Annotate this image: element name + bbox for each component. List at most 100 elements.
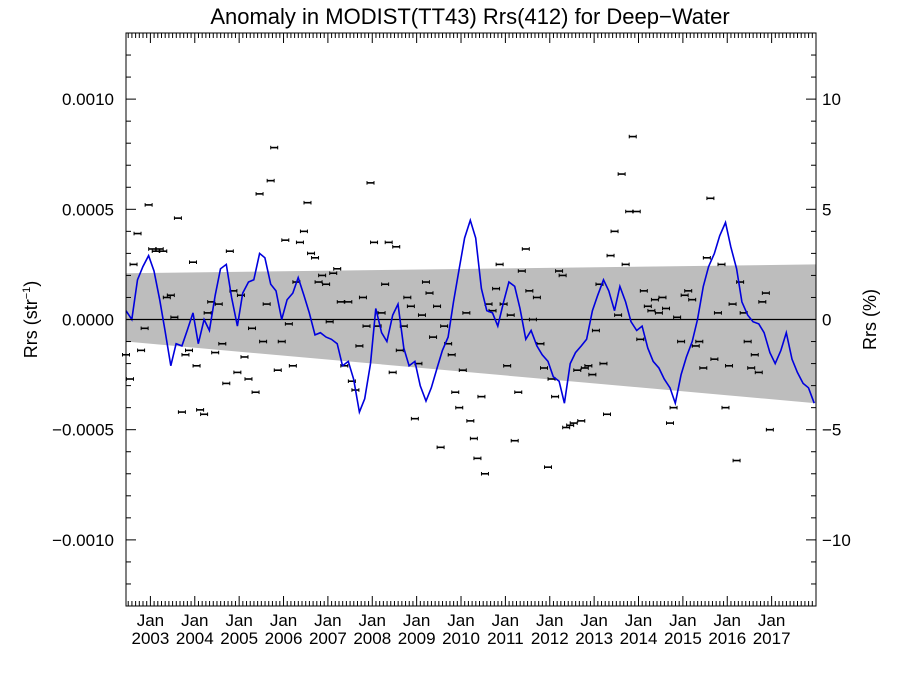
data-point: [510, 438, 519, 443]
data-point: [270, 145, 279, 150]
data-point: [577, 419, 586, 423]
x-tick-label-year: 2009: [398, 629, 436, 648]
x-axis: Jan2003Jan2004Jan2005Jan2006Jan2007Jan20…: [127, 33, 817, 648]
data-point: [240, 355, 249, 359]
data-point: [251, 390, 260, 395]
data-point: [303, 200, 312, 205]
data-point: [148, 247, 157, 251]
data-point: [469, 436, 478, 441]
x-tick-label-month: Jan: [536, 611, 563, 630]
data-point: [266, 178, 275, 183]
x-tick-label-month: Jan: [580, 611, 607, 630]
data-point: [532, 295, 541, 300]
right-tick-label: −5: [822, 421, 841, 440]
data-point: [137, 348, 146, 353]
x-tick-label-month: Jan: [181, 611, 208, 630]
data-point: [514, 390, 523, 395]
data-point: [710, 357, 719, 361]
data-point: [566, 423, 575, 428]
data-point: [440, 324, 449, 328]
data-point: [381, 282, 390, 287]
data-point: [625, 209, 634, 214]
data-point: [525, 289, 534, 293]
data-point: [322, 282, 331, 287]
data-point: [358, 295, 367, 300]
data-point: [436, 445, 445, 450]
data-point: [677, 339, 686, 344]
x-tick-label-month: Jan: [314, 611, 341, 630]
data-point: [462, 311, 471, 315]
data-point: [539, 366, 548, 370]
data-point: [273, 368, 282, 372]
data-point: [144, 203, 153, 207]
data-point: [284, 322, 293, 326]
data-point: [173, 216, 182, 220]
left-tick-label: 0.0005: [62, 200, 114, 219]
data-point: [325, 319, 334, 324]
data-point: [684, 289, 693, 293]
x-tick-label-month: Jan: [669, 611, 696, 630]
data-point: [480, 471, 489, 476]
data-point: [606, 253, 615, 258]
data-point: [495, 262, 504, 267]
x-tick-label-month: Jan: [447, 611, 474, 630]
x-tick-label-year: 2015: [664, 629, 702, 648]
data-point: [658, 295, 667, 300]
data-point: [451, 390, 460, 395]
data-point: [203, 311, 212, 315]
data-point: [129, 262, 138, 267]
data-point: [392, 244, 401, 249]
x-tick-label-year: 2017: [753, 629, 791, 648]
data-point: [603, 412, 612, 417]
uncertainty-band: [126, 264, 816, 404]
left-tick-label: −0.0010: [52, 531, 114, 550]
data-point: [643, 304, 652, 309]
data-point: [421, 280, 430, 284]
data-point: [654, 311, 663, 315]
right-tick-label: −10: [822, 531, 851, 550]
data-point: [584, 363, 593, 368]
data-point: [551, 394, 560, 399]
data-point: [406, 304, 415, 309]
left-y-axis: 0.0010 0.0005 0.0000 −0.0005 −0.0010: [52, 54, 816, 585]
data-point: [318, 273, 327, 278]
right-tick-label: 0: [822, 311, 831, 330]
data-point: [181, 352, 190, 357]
data-point: [639, 289, 648, 293]
x-tick-label-year: 2004: [176, 629, 214, 648]
data-point: [192, 363, 201, 368]
data-point: [366, 181, 375, 185]
data-point: [403, 295, 412, 300]
data-point: [166, 293, 175, 298]
x-tick-label-year: 2005: [220, 629, 258, 648]
data-point: [370, 240, 379, 245]
data-point: [458, 368, 467, 372]
data-point: [506, 313, 515, 317]
x-tick-label-year: 2016: [708, 629, 746, 648]
x-tick-label-year: 2013: [575, 629, 613, 648]
data-point: [761, 291, 770, 295]
data-point: [610, 229, 619, 234]
data-point: [688, 297, 697, 302]
data-point: [355, 344, 364, 348]
anomaly-points: [122, 134, 774, 476]
data-point: [750, 352, 759, 357]
data-point: [259, 339, 268, 344]
x-tick-label-year: 2010: [442, 629, 480, 648]
data-point: [211, 350, 220, 355]
data-point: [222, 381, 231, 386]
data-point: [621, 262, 630, 267]
data-point: [377, 311, 386, 315]
x-tick-label-year: 2003: [131, 629, 169, 648]
x-tick-label-month: Jan: [758, 611, 785, 630]
data-point: [503, 363, 512, 368]
data-point: [492, 286, 501, 291]
data-point: [255, 192, 264, 196]
data-point: [669, 405, 678, 410]
data-point: [299, 229, 308, 234]
x-tick-label-year: 2007: [309, 629, 347, 648]
data-point: [425, 291, 434, 295]
x-tick-label-month: Jan: [359, 611, 386, 630]
data-point: [333, 267, 342, 271]
